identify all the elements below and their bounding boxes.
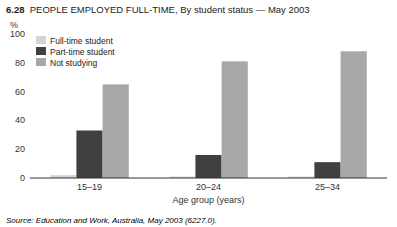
bar [341, 51, 367, 178]
bar [103, 84, 129, 178]
legend-label: Not studying [50, 58, 98, 68]
x-axis [30, 178, 387, 179]
title-number: 6.28 [6, 4, 25, 15]
annotation: Source: Education and Work, Australia, M… [6, 216, 217, 225]
x-tick-label: 25–34 [315, 182, 340, 192]
y-tick-label: 40 [15, 115, 25, 125]
y-tick-label: 60 [15, 87, 25, 97]
legend-label: Full-time student [50, 36, 113, 46]
chart: 6.28 PEOPLE EMPLOYED FULL-TIME, By stude… [0, 0, 397, 227]
y-tick-label: 100 [10, 29, 25, 39]
legend: Full-time studentPart-time studentNot st… [36, 36, 115, 68]
subtitle: PEOPLE EMPLOYED FULL-TIME, By student st… [25, 4, 310, 15]
x-tick-label: 15–19 [77, 182, 102, 192]
title: 6.28 PEOPLE EMPLOYED FULL-TIME, By stude… [6, 4, 310, 15]
legend-label: Part-time student [50, 47, 115, 57]
y-tick-label: 20 [15, 144, 25, 154]
bar [314, 162, 340, 178]
y-tick-label: 80 [15, 58, 25, 68]
legend-swatch [36, 47, 46, 55]
legend-swatch [36, 58, 46, 66]
bar [222, 61, 248, 178]
bar [195, 155, 221, 178]
x-axis-label: Age group (years) [172, 195, 244, 205]
x-tick-label: 20–24 [196, 182, 221, 192]
legend-swatch [36, 36, 46, 44]
bars [50, 51, 367, 178]
bar [76, 130, 102, 178]
y-tick-label: 0 [20, 173, 25, 183]
